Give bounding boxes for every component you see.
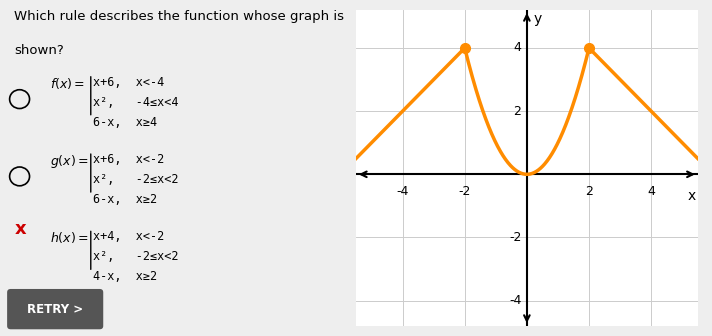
Text: x²,   -2≤x<2: x², -2≤x<2 xyxy=(93,250,178,263)
Text: RETRY >: RETRY > xyxy=(27,303,83,316)
Text: x+6,  x<-2: x+6, x<-2 xyxy=(93,153,164,166)
Text: x²,   -4≤x<4: x², -4≤x<4 xyxy=(93,96,178,109)
Text: -4: -4 xyxy=(509,294,521,307)
Text: Which rule describes the function whose graph is: Which rule describes the function whose … xyxy=(14,10,344,23)
Text: $g(x)=$: $g(x)=$ xyxy=(50,153,88,170)
Text: 2: 2 xyxy=(513,104,521,118)
Text: x²,   -2≤x<2: x², -2≤x<2 xyxy=(93,173,178,186)
Text: y: y xyxy=(533,12,541,26)
Text: -2: -2 xyxy=(459,185,471,198)
Text: shown?: shown? xyxy=(14,44,64,57)
Text: 6-x,  x≥2: 6-x, x≥2 xyxy=(93,193,157,206)
Text: $h(x)=$: $h(x)=$ xyxy=(50,230,88,245)
Text: -4: -4 xyxy=(397,185,409,198)
Text: x+6,  x<-4: x+6, x<-4 xyxy=(93,76,164,89)
Text: $f(x)=$: $f(x)=$ xyxy=(50,76,85,91)
Text: 4: 4 xyxy=(513,41,521,54)
Text: 4: 4 xyxy=(647,185,655,198)
Text: -2: -2 xyxy=(509,231,521,244)
Text: x+4,  x<-2: x+4, x<-2 xyxy=(93,230,164,243)
Text: x: x xyxy=(688,188,696,203)
Text: x: x xyxy=(14,220,26,238)
FancyBboxPatch shape xyxy=(7,289,103,329)
Text: 4-x,  x≥2: 4-x, x≥2 xyxy=(93,270,157,284)
Text: 6-x,  x≥4: 6-x, x≥4 xyxy=(93,116,157,129)
Text: 2: 2 xyxy=(585,185,593,198)
